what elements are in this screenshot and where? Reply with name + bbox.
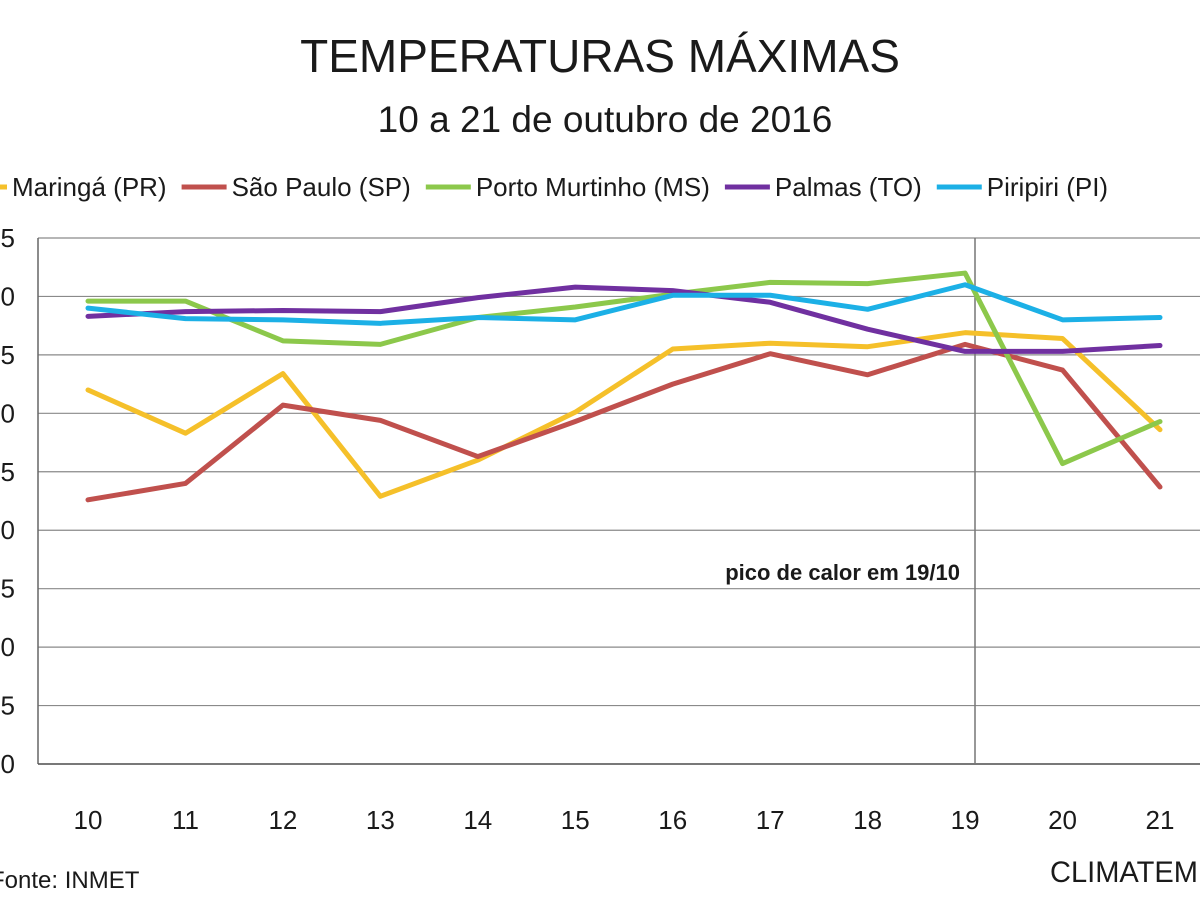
x-tick-label: 19 — [951, 805, 980, 835]
y-tick-label: 20 — [0, 515, 15, 545]
y-tick-label: 25 — [0, 457, 15, 487]
x-tick-label: 15 — [561, 805, 590, 835]
y-tick-label: 15 — [0, 574, 15, 604]
chart-subtitle: 10 a 21 de outubro de 2016 — [378, 99, 833, 140]
series-line — [85, 341, 1163, 503]
chart-title: TEMPERATURAS MÁXIMAS — [300, 30, 900, 82]
x-tick-label: 16 — [658, 805, 687, 835]
credit: CLIMATEMPO — [1050, 856, 1200, 889]
series-line — [85, 282, 1163, 326]
y-tick-label: 0 — [1, 749, 15, 779]
series-line — [85, 330, 1163, 499]
x-tick-label: 20 — [1048, 805, 1077, 835]
legend-label: São Paulo (SP) — [232, 172, 411, 202]
x-tick-label: 17 — [756, 805, 785, 835]
grid: 0 5 10 15 20 25 30 35 40 45 10 11 12 13 14 15 16 17 18 19 20… — [0, 223, 1200, 835]
x-tick-label: 10 — [74, 805, 103, 835]
legend-label: Porto Murtinho (MS) — [476, 172, 710, 202]
source: Fonte: INMET — [0, 867, 140, 894]
y-tick-label: 5 — [1, 691, 15, 721]
x-tick-label: 18 — [853, 805, 882, 835]
lines — [85, 270, 1163, 503]
y-tick-label: 10 — [0, 632, 15, 662]
x-tick-label: 21 — [1146, 805, 1175, 835]
y-tick-label: 45 — [0, 223, 15, 253]
legend-label: Maringá (PR) — [12, 172, 167, 202]
x-tick-label: 12 — [268, 805, 297, 835]
series-line — [85, 284, 1163, 354]
legend-label: Palmas (TO) — [775, 172, 922, 202]
legend: Maringá (PR) São Paulo (SP) Porto Murtinho… — [0, 172, 1108, 202]
x-tick-label: 11 — [172, 805, 199, 835]
annotation: pico de calor em 19/10 — [725, 560, 960, 585]
x-tick-label: 14 — [463, 805, 492, 835]
y-tick-label: 35 — [0, 340, 15, 370]
y-tick-label: 40 — [0, 281, 15, 311]
x-tick-label: 13 — [366, 805, 395, 835]
legend-label: Piripiri (PI) — [987, 172, 1108, 202]
series-line — [85, 270, 1163, 467]
y-tick-label: 30 — [0, 398, 15, 428]
